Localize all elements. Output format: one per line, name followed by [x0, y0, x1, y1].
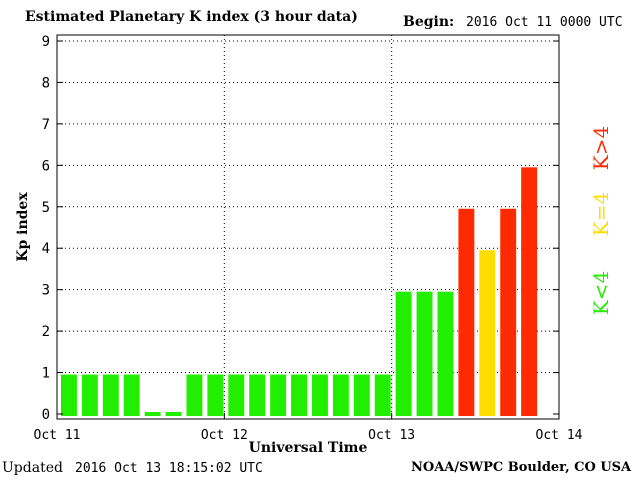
x-ticks: Oct 11 Oct 12 Oct 13 Oct 14	[34, 413, 583, 443]
y-tick-label: 7	[42, 117, 50, 133]
legend-k-above-4: K>4	[589, 126, 613, 170]
x-tick-label: Oct 12	[201, 428, 248, 443]
kp-bar	[479, 250, 496, 416]
begin-label: Begin:	[403, 14, 455, 30]
y-tick-label: 2	[42, 324, 50, 340]
kp-bar	[332, 374, 349, 416]
y-tick-label: 0	[42, 407, 50, 423]
kp-bar	[437, 291, 454, 416]
x-tick-label: Oct 13	[368, 428, 415, 443]
y-tick-label: 3	[42, 283, 50, 299]
kp-bar	[123, 374, 140, 416]
kp-bar	[291, 374, 307, 416]
kp-bar	[353, 374, 370, 416]
kp-bar	[521, 167, 538, 416]
kp-bar	[312, 374, 328, 416]
y-ticks: 0 1 2 3 4 5 6 7 8 9	[42, 34, 559, 423]
kp-bar	[186, 374, 203, 416]
plot-frame	[56, 34, 560, 420]
bars	[61, 167, 538, 416]
begin-value: 2016 Oct 11 0000 UTC	[466, 15, 623, 30]
kp-bar	[61, 374, 77, 416]
kp-bar	[458, 208, 475, 416]
kp-bar	[81, 374, 98, 416]
x-tick-label: Oct 14	[536, 428, 583, 443]
grid-lines	[57, 35, 559, 419]
updated-value: 2016 Oct 13 18:15:02 UTC	[75, 461, 263, 476]
y-tick-label: 4	[42, 241, 50, 257]
x-axis-label: Universal Time	[249, 440, 368, 456]
kp-bar	[374, 374, 391, 416]
x-tick-label: Oct 11	[34, 428, 81, 443]
kp-bar	[395, 291, 412, 416]
chart-title: Estimated Planetary K index (3 hour data…	[25, 9, 358, 25]
y-tick-label: 1	[42, 366, 50, 382]
y-axis-label: Kp index	[15, 192, 31, 262]
kp-bar	[207, 374, 224, 416]
updated-label: Updated	[2, 460, 63, 476]
legend-k-below-4: K<4	[589, 271, 613, 315]
kp-bar	[500, 208, 517, 416]
kp-bar	[249, 374, 266, 416]
kp-bar	[228, 374, 245, 416]
y-tick-label: 5	[42, 200, 50, 216]
y-tick-label: 8	[42, 75, 50, 91]
legend-k-equal-4: K=4	[589, 192, 613, 236]
kp-bar	[165, 412, 182, 416]
kp-bar	[416, 291, 433, 416]
kp-bar	[102, 374, 119, 416]
source-credit: NOAA/SWPC Boulder, CO USA	[411, 460, 632, 475]
kp-bar	[144, 412, 161, 416]
y-tick-label: 6	[42, 158, 50, 174]
y-tick-label: 9	[42, 34, 50, 50]
kp-bar	[270, 374, 287, 416]
